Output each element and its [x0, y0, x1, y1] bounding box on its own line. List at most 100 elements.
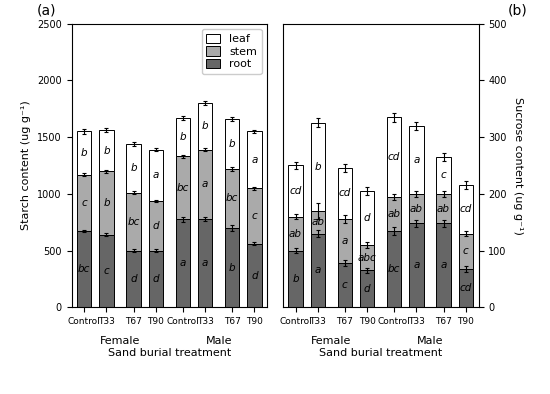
Bar [311, 211, 325, 234]
Text: a: a [342, 236, 348, 246]
Bar [436, 157, 450, 194]
Bar [338, 219, 352, 263]
Text: ab: ab [311, 217, 324, 227]
Text: b: b [315, 162, 321, 172]
Text: b: b [292, 274, 299, 284]
Text: b: b [229, 263, 235, 273]
Text: d: d [364, 284, 371, 294]
Bar [248, 132, 262, 188]
Bar [126, 193, 141, 251]
Bar [175, 219, 190, 307]
Bar [198, 150, 212, 219]
Text: Male: Male [417, 336, 443, 346]
Bar [225, 228, 239, 307]
Text: b: b [130, 164, 137, 173]
Bar [100, 130, 114, 171]
Text: d: d [152, 221, 159, 230]
Text: b: b [103, 146, 110, 156]
Bar [409, 223, 424, 307]
Text: cd: cd [339, 188, 351, 198]
Text: b: b [179, 132, 186, 142]
Text: (a): (a) [36, 4, 56, 18]
Text: a: a [202, 258, 208, 268]
Bar [409, 194, 424, 223]
Bar [198, 103, 212, 150]
Bar [126, 144, 141, 193]
Text: a: a [251, 155, 257, 165]
Text: a: a [413, 155, 420, 165]
Text: ab: ab [410, 204, 423, 214]
Text: b: b [202, 121, 208, 131]
Bar [360, 245, 375, 270]
Bar [248, 188, 262, 244]
Text: cd: cd [460, 204, 472, 214]
Bar [459, 185, 473, 234]
Text: c: c [251, 211, 257, 221]
Text: d: d [364, 213, 371, 223]
Bar [77, 132, 91, 175]
Text: cd: cd [289, 186, 302, 196]
Text: bc: bc [78, 264, 90, 274]
Text: a: a [315, 266, 321, 275]
Bar [100, 171, 114, 235]
Y-axis label: Starch content (ug g⁻¹): Starch content (ug g⁻¹) [21, 100, 31, 230]
Bar [175, 118, 190, 156]
Bar [148, 251, 163, 307]
Bar [311, 234, 325, 307]
Bar [126, 251, 141, 307]
X-axis label: Sand burial treatment: Sand burial treatment [319, 348, 442, 358]
Text: Male: Male [205, 336, 232, 346]
Text: a: a [441, 260, 447, 270]
Text: b: b [103, 198, 110, 208]
Text: c: c [342, 280, 348, 290]
Bar [436, 223, 450, 307]
Text: Female: Female [100, 336, 140, 346]
Bar [77, 175, 91, 231]
Text: c: c [463, 246, 469, 256]
Text: cd: cd [460, 283, 472, 293]
Bar [360, 191, 375, 245]
Text: d: d [152, 274, 159, 284]
Bar [77, 231, 91, 307]
Bar [387, 231, 402, 307]
Bar [100, 235, 114, 307]
Text: Female: Female [311, 336, 351, 346]
Text: (b): (b) [508, 4, 527, 18]
Bar [148, 201, 163, 251]
Bar [409, 126, 424, 194]
Bar [225, 169, 239, 228]
Text: b: b [229, 139, 235, 149]
Bar [459, 269, 473, 307]
Text: a: a [413, 260, 420, 270]
Text: c: c [441, 171, 447, 180]
Text: c: c [103, 266, 109, 276]
Bar [198, 219, 212, 307]
Bar [360, 270, 375, 307]
X-axis label: Sand burial treatment: Sand burial treatment [108, 348, 231, 358]
Legend: leaf, stem, root: leaf, stem, root [201, 29, 262, 74]
Text: ab: ab [289, 229, 302, 238]
Bar [436, 194, 450, 223]
Bar [288, 165, 302, 217]
Text: d: d [130, 274, 137, 284]
Bar [148, 150, 163, 201]
Bar [338, 263, 352, 307]
Text: bc: bc [226, 193, 238, 203]
Bar [338, 168, 352, 219]
Text: a: a [202, 179, 208, 189]
Bar [175, 156, 190, 219]
Bar [288, 217, 302, 251]
Text: abc: abc [358, 253, 377, 263]
Bar [248, 244, 262, 307]
Bar [459, 234, 473, 269]
Bar [387, 117, 402, 197]
Text: bc: bc [128, 217, 140, 227]
Y-axis label: Sucrose content (ug g⁻¹): Sucrose content (ug g⁻¹) [513, 97, 524, 234]
Text: bc: bc [177, 183, 189, 193]
Bar [288, 251, 302, 307]
Text: cd: cd [388, 152, 400, 162]
Text: b: b [81, 148, 87, 158]
Bar [225, 119, 239, 169]
Text: ab: ab [388, 209, 401, 219]
Text: ab: ab [437, 204, 450, 214]
